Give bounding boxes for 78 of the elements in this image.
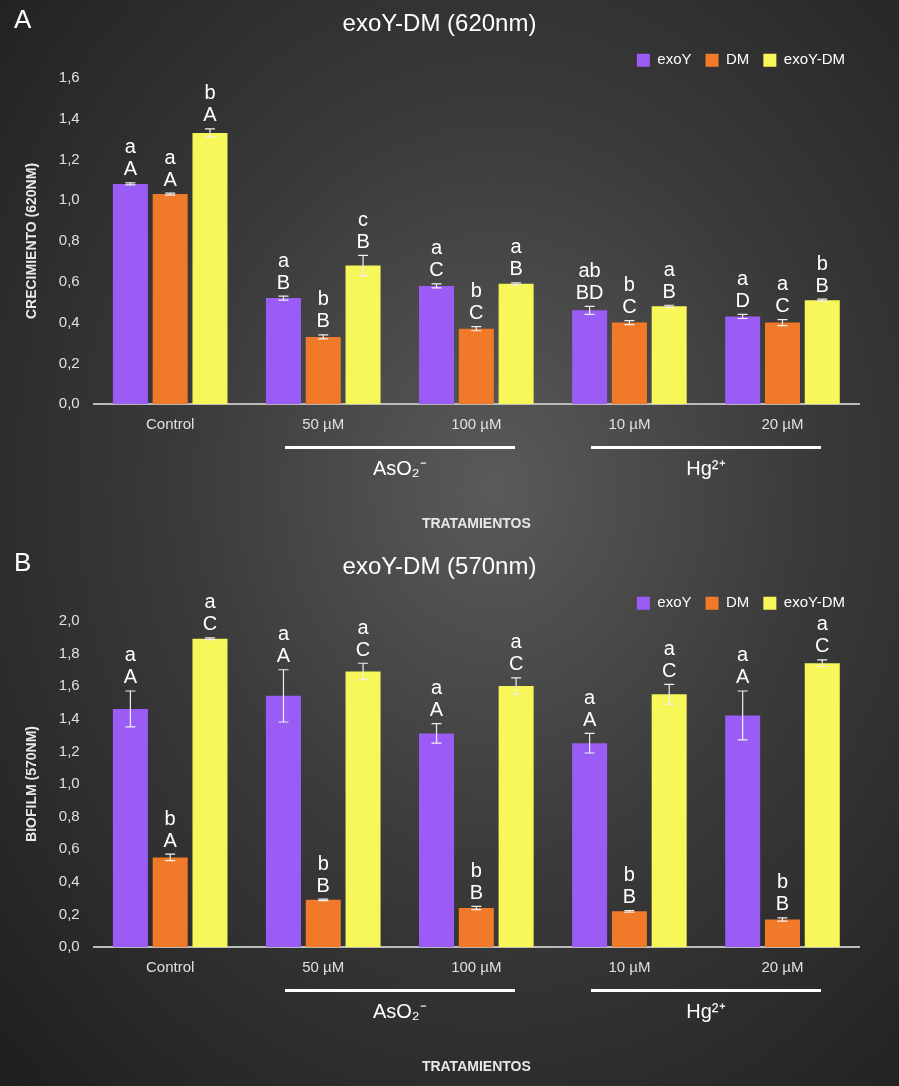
data-label: a D: [735, 266, 750, 311]
x-tick-label: 10 µM: [608, 958, 651, 976]
data-label: a C: [202, 590, 218, 635]
y-tick-label: 1,4: [58, 708, 80, 726]
y-tick-label: 0,0: [58, 394, 80, 412]
data-label: a B: [509, 235, 523, 280]
y-tick-label: 0,6: [58, 271, 80, 289]
data-label: a C: [429, 236, 444, 281]
data-label: a B: [276, 248, 291, 293]
data-label: b A: [203, 81, 218, 126]
x-axis-title: TRATAMIENTOS: [421, 1058, 531, 1075]
data-label: b A: [163, 806, 178, 851]
y-tick-label: 0,6: [58, 839, 80, 857]
x-tick-label: 20 µM: [761, 958, 804, 976]
legend-label: DM: [726, 50, 750, 68]
y-tick-label: 1,6: [58, 67, 80, 85]
y-tick-label: 0,2: [58, 353, 80, 371]
legend-label: DM: [726, 593, 750, 611]
data-label: b B: [815, 251, 829, 296]
y-tick-label: 0,4: [58, 312, 80, 330]
x-tick-label: 50 µM: [302, 415, 345, 433]
data-label: b C: [622, 273, 637, 318]
x-tick-label: 20 µM: [761, 415, 804, 433]
text: AsO₂⁻: [371, 999, 428, 1025]
data-label: a A: [123, 135, 138, 180]
y-tick-label: 2,0: [58, 610, 80, 628]
text: Hg²⁺: [685, 999, 727, 1025]
data-label: a A: [736, 643, 750, 688]
y-axis-title: BIOFILM (570NM): [23, 726, 40, 842]
data-label: a A: [582, 685, 597, 730]
x-tick-label: Control: [146, 958, 195, 976]
y-tick-label: 0,0: [58, 937, 80, 955]
x-tick-label: 50 µM: [302, 958, 345, 976]
chart-title: exoY-DM (570nm): [342, 552, 537, 580]
data-label: a A: [123, 643, 138, 688]
y-tick-label: 1,2: [58, 149, 80, 167]
y-tick-label: 0,8: [58, 806, 80, 824]
data-label: c B: [356, 207, 370, 252]
legend-label: exoY-DM: [783, 593, 846, 611]
legend-label: exoY-DM: [783, 50, 846, 68]
y-tick-label: 1,8: [58, 643, 80, 661]
y-tick-label: 1,2: [58, 741, 80, 759]
chart-title: exoY-DM (620nm): [342, 9, 537, 37]
data-label: b B: [775, 870, 790, 915]
x-tick-label: Control: [146, 415, 195, 433]
data-label: b C: [469, 279, 484, 324]
data-label: b B: [316, 851, 330, 896]
data-label: a C: [355, 615, 371, 660]
y-tick-label: 1,6: [58, 676, 80, 694]
text: Hg²⁺: [685, 456, 727, 482]
text: A: [14, 4, 32, 35]
data-label: b B: [316, 287, 330, 332]
data-label: b B: [622, 863, 637, 907]
y-tick-label: 1,0: [58, 190, 80, 208]
y-tick-label: 0,4: [58, 872, 80, 890]
data-label: a C: [508, 630, 524, 675]
text: AsO₂⁻: [371, 456, 428, 482]
y-tick-label: 0,8: [58, 231, 80, 249]
y-tick-label: 1,0: [58, 774, 80, 792]
data-label: a C: [815, 612, 830, 657]
x-axis-title: TRATAMIENTOS: [421, 515, 531, 532]
data-label: a A: [163, 145, 178, 190]
legend-label: exoY: [657, 50, 692, 68]
x-tick-label: 100 µM: [451, 958, 502, 976]
data-label: a B: [662, 257, 676, 302]
legend-label: exoY: [657, 593, 692, 611]
data-label: a C: [775, 272, 790, 317]
y-tick-label: 0,2: [58, 904, 80, 922]
data-label: a A: [429, 676, 444, 721]
data-label: a C: [661, 636, 677, 681]
text: B: [14, 547, 32, 578]
y-tick-label: 1,4: [58, 108, 80, 126]
x-tick-label: 100 µM: [451, 415, 502, 433]
data-label: b B: [469, 858, 483, 903]
data-label: a A: [276, 622, 291, 667]
x-tick-label: 10 µM: [608, 415, 651, 433]
data-label: ab BD: [575, 258, 604, 303]
y-axis-title: CRECIMIENTO (620NM): [23, 162, 40, 320]
